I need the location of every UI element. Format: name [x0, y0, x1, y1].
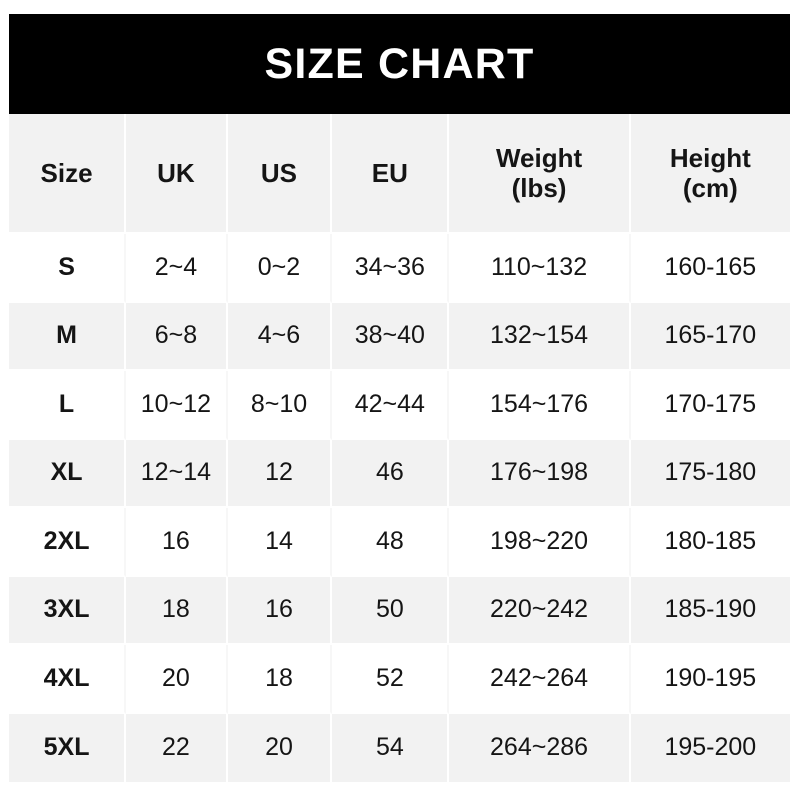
cell-uk: 6~8 [126, 302, 228, 371]
column-header-height: Height (cm) [630, 114, 790, 234]
cell-size: L [9, 371, 127, 440]
cell-eu: 54 [332, 713, 450, 782]
column-header-eu: EU [332, 114, 450, 234]
cell-uk: 12~14 [126, 439, 228, 508]
cell-eu: 48 [332, 508, 450, 577]
cell-uk: 18 [126, 576, 228, 645]
table-row: 4XL 20 18 52 242~264 190-195 [9, 645, 790, 714]
cell-weight: 220~242 [449, 576, 631, 645]
cell-us: 8~10 [227, 371, 333, 440]
cell-uk: 16 [126, 508, 228, 577]
cell-us: 12 [227, 439, 333, 508]
table-row: 3XL 18 16 50 220~242 185-190 [9, 576, 790, 645]
column-header-weight: Weight (lbs) [449, 114, 631, 234]
cell-size: 5XL [9, 713, 127, 782]
column-header-weight-unit: (lbs) [511, 173, 567, 203]
cell-height: 165-170 [630, 302, 790, 371]
cell-us: 16 [227, 576, 333, 645]
column-header-height-unit: (cm) [682, 173, 738, 203]
column-header-us-label: US [260, 157, 298, 188]
page-title: SIZE CHART [264, 39, 535, 88]
cell-us: 4~6 [227, 302, 333, 371]
table-row: 5XL 22 20 54 264~286 195-200 [9, 713, 790, 782]
cell-uk: 20 [126, 645, 228, 714]
cell-size: XL [9, 439, 127, 508]
cell-eu: 34~36 [332, 234, 450, 303]
cell-weight: 154~176 [449, 371, 631, 440]
cell-us: 0~2 [227, 234, 333, 303]
cell-weight: 198~220 [449, 508, 631, 577]
cell-size: 4XL [9, 645, 127, 714]
table-row: XL 12~14 12 46 176~198 175-180 [9, 439, 790, 508]
column-header-size: Size [9, 114, 127, 234]
header-row: Size UK US EU Weight (lbs) Height (cm) [9, 114, 790, 234]
cell-height: 170-175 [630, 371, 790, 440]
cell-eu: 38~40 [332, 302, 450, 371]
column-header-uk-label: UK [157, 157, 195, 188]
size-chart-table: Size UK US EU Weight (lbs) Height (cm) [9, 114, 790, 782]
cell-weight: 110~132 [449, 234, 631, 303]
table-body: S 2~4 0~2 34~36 110~132 160-165 M 6~8 4~… [9, 234, 790, 782]
cell-us: 18 [227, 645, 333, 714]
cell-height: 190-195 [630, 645, 790, 714]
column-header-uk: UK [126, 114, 228, 234]
cell-height: 195-200 [630, 713, 790, 782]
cell-height: 175-180 [630, 439, 790, 508]
cell-weight: 176~198 [449, 439, 631, 508]
table-row: L 10~12 8~10 42~44 154~176 170-175 [9, 371, 790, 440]
table-header: Size UK US EU Weight (lbs) Height (cm) [9, 114, 790, 234]
column-header-weight-label: Weight [495, 142, 583, 173]
cell-eu: 52 [332, 645, 450, 714]
title-banner: SIZE CHART [9, 14, 790, 114]
cell-eu: 46 [332, 439, 450, 508]
table-row: M 6~8 4~6 38~40 132~154 165-170 [9, 302, 790, 371]
cell-weight: 132~154 [449, 302, 631, 371]
cell-us: 20 [227, 713, 333, 782]
column-header-size-label: Size [40, 157, 93, 188]
cell-eu: 42~44 [332, 371, 450, 440]
table-row: S 2~4 0~2 34~36 110~132 160-165 [9, 234, 790, 303]
cell-uk: 2~4 [126, 234, 228, 303]
column-header-height-label: Height [669, 142, 751, 173]
cell-size: M [9, 302, 127, 371]
table-row: 2XL 16 14 48 198~220 180-185 [9, 508, 790, 577]
cell-uk: 10~12 [126, 371, 228, 440]
cell-weight: 242~264 [449, 645, 631, 714]
cell-eu: 50 [332, 576, 450, 645]
cell-size: 3XL [9, 576, 127, 645]
cell-height: 185-190 [630, 576, 790, 645]
cell-weight: 264~286 [449, 713, 631, 782]
cell-uk: 22 [126, 713, 228, 782]
cell-height: 160-165 [630, 234, 790, 303]
column-header-eu-label: EU [371, 157, 408, 188]
cell-size: S [9, 234, 127, 303]
column-header-us: US [227, 114, 333, 234]
cell-height: 180-185 [630, 508, 790, 577]
cell-us: 14 [227, 508, 333, 577]
cell-size: 2XL [9, 508, 127, 577]
